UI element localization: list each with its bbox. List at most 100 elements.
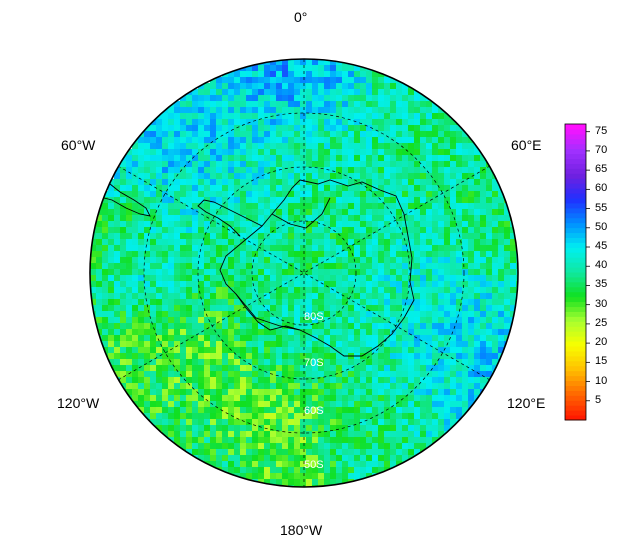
field-cell xyxy=(258,263,265,270)
field-cell xyxy=(240,89,247,96)
field-cell xyxy=(228,155,235,162)
field-cell xyxy=(384,251,391,258)
field-cell xyxy=(384,239,391,246)
field-cell xyxy=(306,377,313,384)
field-cell xyxy=(318,233,325,240)
field-cell xyxy=(354,101,361,108)
field-cell xyxy=(312,353,319,360)
field-cell xyxy=(306,461,313,468)
field-cell xyxy=(216,275,223,282)
field-cell xyxy=(156,245,163,252)
field-cell xyxy=(300,389,307,396)
field-cell xyxy=(276,173,283,180)
field-cell xyxy=(288,203,295,210)
field-cell xyxy=(420,305,427,312)
field-cell xyxy=(324,293,331,300)
field-cell xyxy=(138,263,145,270)
colorbar-segment xyxy=(565,316,586,322)
field-cell xyxy=(330,137,337,144)
field-cell xyxy=(426,359,433,366)
field-cell xyxy=(330,305,337,312)
field-cell xyxy=(114,347,121,354)
field-cell xyxy=(396,401,403,408)
field-cell xyxy=(360,407,367,414)
field-cell xyxy=(360,131,367,138)
field-cell xyxy=(360,107,367,114)
field-cell xyxy=(180,419,187,426)
field-cell xyxy=(132,263,139,270)
field-cell xyxy=(258,425,265,432)
field-cell xyxy=(468,317,475,324)
field-cell xyxy=(510,293,517,300)
field-cell xyxy=(384,269,391,276)
ross-ice-shelf xyxy=(235,293,301,331)
field-cell xyxy=(390,443,397,450)
field-cell xyxy=(390,233,397,240)
field-cell xyxy=(222,101,229,108)
field-cell xyxy=(438,203,445,210)
field-cell xyxy=(504,257,511,264)
field-cell xyxy=(318,407,325,414)
field-cell xyxy=(96,239,103,246)
field-cell xyxy=(318,245,325,252)
field-cell xyxy=(264,233,271,240)
field-cell xyxy=(300,419,307,426)
field-cell xyxy=(288,113,295,120)
field-cell xyxy=(150,407,157,414)
field-cell xyxy=(300,479,307,486)
field-cell xyxy=(294,389,301,396)
field-cell xyxy=(276,359,283,366)
field-cell xyxy=(306,233,313,240)
field-cell xyxy=(222,449,229,456)
field-cell xyxy=(426,377,433,384)
field-cell xyxy=(312,401,319,408)
field-cell xyxy=(360,143,367,150)
field-cell xyxy=(294,209,301,216)
field-cell xyxy=(150,137,157,144)
field-cell xyxy=(234,419,241,426)
field-cell xyxy=(342,95,349,102)
field-cell xyxy=(408,383,415,390)
field-cell xyxy=(426,113,433,120)
field-cell xyxy=(372,479,379,486)
field-cell xyxy=(348,305,355,312)
field-cell xyxy=(294,341,301,348)
colorbar-segment xyxy=(565,346,586,352)
field-cell xyxy=(426,251,433,258)
field-cell xyxy=(396,191,403,198)
field-cell xyxy=(330,215,337,222)
field-cell xyxy=(414,359,421,366)
field-cell xyxy=(156,149,163,156)
field-cell xyxy=(258,89,265,96)
field-cell xyxy=(306,389,313,396)
field-cell xyxy=(306,365,313,372)
field-cell xyxy=(330,227,337,234)
field-cell xyxy=(144,287,151,294)
field-cell xyxy=(234,203,241,210)
field-cell xyxy=(438,419,445,426)
field-cell xyxy=(366,323,373,330)
field-cell xyxy=(162,407,169,414)
field-cell xyxy=(384,425,391,432)
field-cell xyxy=(114,353,121,360)
field-cell xyxy=(234,365,241,372)
field-cell xyxy=(108,293,115,300)
field-cell xyxy=(258,251,265,258)
field-cell xyxy=(366,449,373,456)
field-cell xyxy=(204,323,211,330)
field-cell xyxy=(204,455,211,462)
field-cell xyxy=(366,395,373,402)
field-cell xyxy=(516,239,518,246)
field-cell xyxy=(180,323,187,330)
field-cell xyxy=(246,131,253,138)
field-cell xyxy=(228,245,235,252)
field-cell xyxy=(186,281,193,288)
field-cell xyxy=(294,419,301,426)
field-cell xyxy=(276,155,283,162)
field-cell xyxy=(414,335,421,342)
field-cell xyxy=(114,341,121,348)
field-cell xyxy=(420,323,427,330)
field-cell xyxy=(402,443,409,450)
field-cell xyxy=(186,335,193,342)
field-cell xyxy=(210,179,217,186)
